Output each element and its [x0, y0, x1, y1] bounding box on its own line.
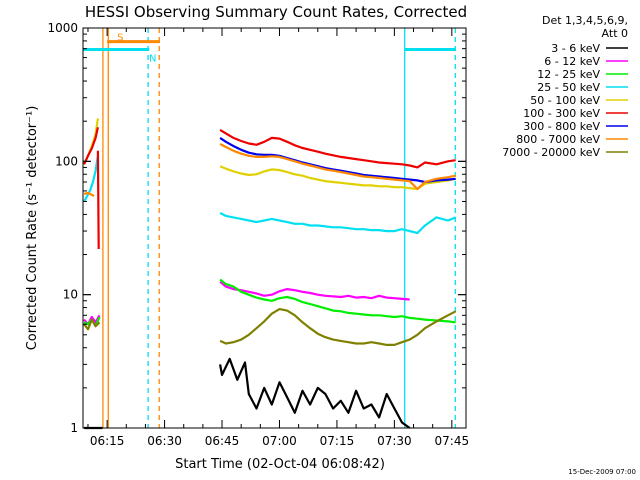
series-line-4-seg-1: [219, 165, 456, 191]
x-tick-label: 07:15: [320, 434, 355, 448]
legend-entry-label: 6 - 12 keV: [544, 55, 600, 68]
legend-entry-label: 12 - 25 keV: [537, 68, 600, 81]
y-tick-label: 10: [63, 288, 78, 302]
series-line-8-seg-0: [83, 318, 101, 331]
legend-entry-label: 7000 - 20000 keV: [502, 146, 600, 159]
series-line-7-seg-1: [219, 143, 456, 191]
x-tick-label: 07:45: [435, 434, 470, 448]
x-tick-label: 07:30: [377, 434, 412, 448]
series-line-5-seg-1: [96, 150, 100, 250]
legend-header-detectors: Det 1,3,4,5,6,9,: [542, 14, 628, 27]
series-line-7-seg-0: [83, 191, 95, 197]
series-line-8-seg-1: [219, 308, 457, 346]
legend-entry-label: 3 - 6 keV: [551, 42, 600, 55]
legend-entry-label: 25 - 50 keV: [537, 81, 600, 94]
series-line-5-seg-2: [219, 128, 456, 169]
legend-header-attenuator: Att 0: [602, 27, 628, 40]
plot-area: SN: [83, 28, 457, 430]
x-axis-label: Start Time (02-Oct-04 06:08:42): [175, 457, 385, 472]
y-tick-label: 1000: [47, 21, 78, 35]
x-axis: 06:15 06:30 06:45 07:00 07:15 07:30 07:45: [87, 28, 470, 448]
flag-label-n: N: [149, 53, 156, 64]
x-tick-label: 06:30: [147, 434, 182, 448]
y-axis: 1 10 100 1000: [47, 21, 466, 435]
x-tick-label: 06:45: [205, 434, 240, 448]
x-tick-label: 07:00: [262, 434, 297, 448]
y-tick-label: 100: [55, 154, 78, 168]
series-line-3-seg-0: [83, 155, 99, 203]
series-line-6-seg-0: [219, 136, 456, 184]
plot-frame: [82, 27, 467, 429]
legend-entry-label: 300 - 800 keV: [523, 120, 600, 133]
legend-entry-label: 100 - 300 keV: [523, 107, 600, 120]
chart-title: HESSI Observing Summary Count Rates, Cor…: [85, 3, 467, 21]
footer-timestamp: 15-Dec-2009 07:00: [568, 468, 636, 476]
series-line-0-seg-1: [219, 357, 411, 429]
y-axis-label: Corrected Count Rate (s⁻¹ detector⁻¹): [25, 106, 40, 351]
series-line-5-seg-0: [83, 127, 99, 165]
series-line-2-seg-1: [219, 278, 456, 324]
y-tick-label: 1: [70, 421, 78, 435]
legend-entry-label: 800 - 7000 keV: [516, 133, 600, 146]
legend-entry-label: 50 - 100 keV: [530, 94, 600, 107]
flag-label-s: S: [117, 33, 123, 44]
x-tick-label: 06:15: [90, 434, 125, 448]
series-line-1-seg-1: [219, 280, 410, 301]
series-line-3-seg-1: [219, 212, 457, 235]
